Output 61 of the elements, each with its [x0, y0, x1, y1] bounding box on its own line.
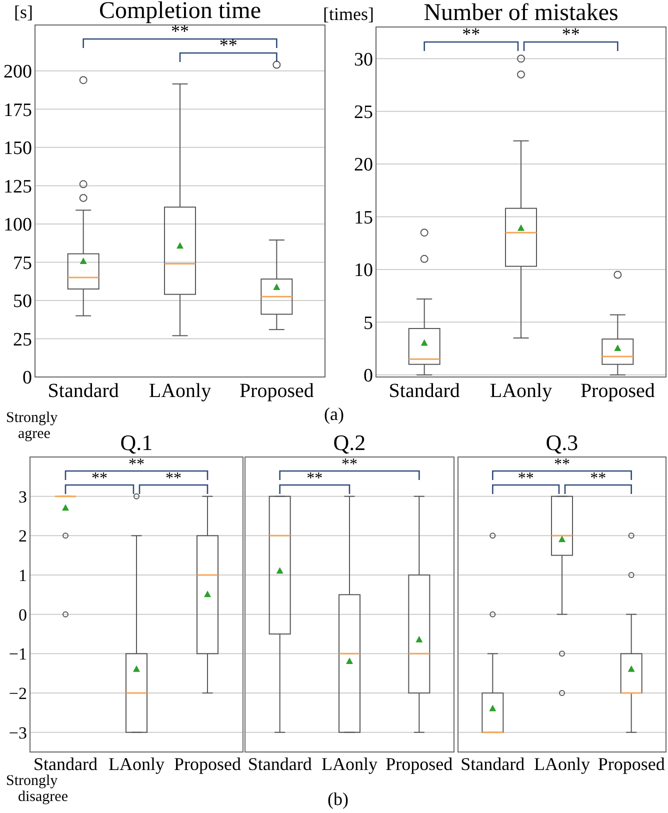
y-tick-label: 0	[18, 605, 27, 624]
annotation: **	[171, 21, 189, 41]
y-tick-label: 5	[364, 312, 373, 334]
y-tick-label: 10	[354, 260, 373, 282]
annotation: **	[590, 470, 606, 487]
text: (b)	[328, 789, 348, 809]
chart-title: Number of mistakes	[424, 0, 618, 26]
x-tick-label: Proposed	[386, 754, 453, 774]
text: (a)	[324, 404, 344, 424]
annotation: **	[518, 470, 534, 487]
chart-title: Q.2	[333, 430, 366, 455]
x-tick-label: Proposed	[174, 754, 241, 774]
x-tick-label: LAonly	[534, 754, 590, 774]
y-tick-label: −1	[8, 644, 27, 664]
annotation: **	[128, 456, 144, 473]
annotation: **	[92, 470, 108, 487]
y-axis-title: [s]	[14, 2, 33, 22]
chart-title: Q.1	[120, 430, 153, 455]
y-tick-label: 175	[4, 100, 32, 121]
text: Strongly agree	[6, 410, 58, 442]
annotation: **	[166, 470, 182, 487]
y-tick-label: 1	[18, 566, 27, 585]
x-tick-label: Proposed	[598, 754, 665, 774]
y-tick-label: 2	[18, 526, 27, 546]
y-tick-label: 200	[4, 62, 32, 83]
chart-title: Completion time	[99, 0, 261, 24]
chart-title: Q.3	[546, 430, 578, 455]
x-tick-label: Standard	[388, 380, 460, 402]
y-tick-label: −2	[8, 684, 27, 703]
annotation: **	[342, 456, 358, 473]
y-tick-label: 3	[18, 487, 27, 506]
x-tick-label: LAonly	[490, 380, 552, 402]
y-tick-label: 75	[13, 252, 32, 274]
y-tick-label: 25	[13, 329, 32, 350]
y-tick-label: 15	[354, 207, 373, 228]
y-tick-label: 0	[364, 366, 373, 387]
x-tick-label: Proposed	[580, 380, 655, 402]
x-tick-label: Standard	[34, 754, 98, 774]
y-tick-label: 25	[354, 102, 373, 123]
x-tick-label: LAonly	[108, 754, 164, 774]
annotation: **	[462, 24, 480, 44]
x-tick-label: Standard	[48, 380, 119, 402]
annotation: **	[554, 456, 570, 473]
y-tick-label: 50	[13, 291, 32, 312]
x-tick-label: Standard	[460, 754, 525, 774]
y-tick-label: 150	[4, 138, 32, 160]
x-tick-label: Standard	[248, 754, 312, 774]
x-tick-label: Proposed	[239, 380, 314, 402]
y-tick-label: 30	[354, 49, 373, 70]
annotation: **	[306, 470, 323, 487]
annotation: **	[562, 24, 580, 44]
x-tick-label: LAonly	[148, 380, 212, 402]
y-tick-label: 20	[354, 154, 373, 176]
y-tick-label: 100	[4, 214, 32, 236]
text: Strongly disagree	[6, 773, 68, 805]
y-tick-label: 0	[22, 368, 32, 389]
annotation: **	[219, 35, 238, 55]
x-tick-label: LAonly	[322, 754, 378, 774]
y-tick-label: 125	[4, 176, 32, 198]
y-tick-label: −3	[8, 723, 27, 742]
y-axis-title: [times]	[323, 4, 374, 24]
